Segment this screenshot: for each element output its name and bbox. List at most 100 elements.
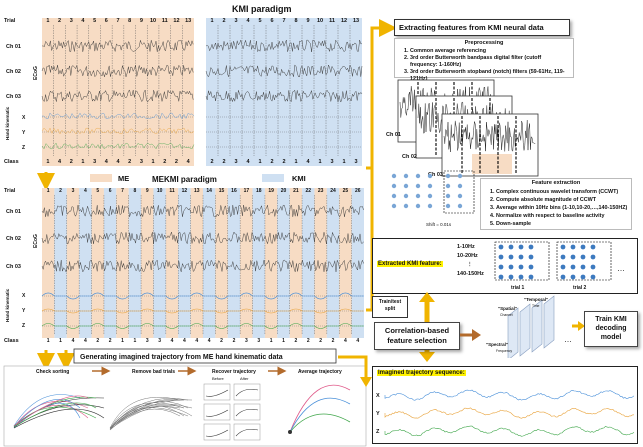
kmi-left-class-num: 1 <box>46 159 49 165</box>
kmi-right-class-num: 3 <box>330 159 333 165</box>
shift-label: Shift = 0.01s <box>426 222 452 227</box>
mekmi-class-num: 2 <box>307 338 310 344</box>
trial1-node <box>528 274 534 280</box>
kmi-right-shade <box>206 18 362 166</box>
kmi-ch2-label: Ch 02 <box>6 69 21 75</box>
kmi-left-trial-num: 10 <box>150 18 156 24</box>
net-node <box>427 203 433 209</box>
mekmi-trial-num: 8 <box>133 188 136 194</box>
trial1-node <box>528 254 534 260</box>
cleaned-arc <box>109 405 185 430</box>
kmi-trial-shade <box>203 188 216 338</box>
mekmi-trial-num: 26 <box>355 188 361 194</box>
net-node <box>445 173 451 179</box>
feature-cubes: "Spatial" "Temporal" "Spectral" Time Cha… <box>486 295 572 358</box>
trial2-node <box>580 264 586 270</box>
mekmi-kin-trace <box>41 323 364 329</box>
fe-step: Normalize with respect to baseline activ… <box>496 212 628 220</box>
cleaned-arc <box>109 397 189 429</box>
net-node <box>403 193 409 199</box>
kmi-right-class-num: 2 <box>222 159 225 165</box>
kmi-right-trial-num: 9 <box>306 18 309 24</box>
kmi-right-class-num: 2 <box>282 159 285 165</box>
me-trial-shade <box>264 188 278 338</box>
cube-spatial: "Spatial" <box>498 306 517 311</box>
mekmi-trial-num: 19 <box>268 188 274 194</box>
trial1-node <box>518 264 524 270</box>
me-trial-shade <box>91 188 104 338</box>
recover-panel <box>203 403 231 421</box>
kmi-right-trial-num: 3 <box>234 18 237 24</box>
kmi-left-trial-num: 3 <box>70 18 73 24</box>
feature-nodes: trial 1 trial 2 … <box>494 241 625 291</box>
sorting-arc <box>13 404 89 429</box>
kmi-left-trial-num: 13 <box>185 18 191 24</box>
imagined-box: Imagined trajectory sequence: X Y Z <box>372 366 638 444</box>
trial1-node <box>498 264 504 270</box>
sorting-arc <box>13 394 81 427</box>
mekmi-trial-label: Trial <box>4 188 16 194</box>
net-node <box>415 203 421 209</box>
mekmi-paradigm-title: MEKMI paradigm <box>152 175 217 184</box>
kmi-left-trial-num: 8 <box>128 18 131 24</box>
mekmi-class-num: 3 <box>146 338 149 344</box>
stack-ch3: Ch 03 <box>428 172 443 178</box>
kmi-right-trial-num: 11 <box>329 18 335 24</box>
recover-trace <box>205 389 229 397</box>
mekmi-class-num: 3 <box>158 338 161 344</box>
mekmi-class-num: 4 <box>84 338 87 344</box>
fe-step: Average within 10Hz bins (1-10,10-20,…,1… <box>496 204 628 212</box>
me-trial-shade <box>141 188 154 338</box>
net-node <box>457 193 463 199</box>
kmi-left-class-num: 3 <box>140 159 143 165</box>
kmi-paradigm-title: KMI paradigm <box>232 4 292 14</box>
kmi-left-ecog-trace <box>41 39 194 52</box>
recover-trace <box>235 388 259 397</box>
net-node <box>427 183 433 189</box>
kmi-trial-shade <box>153 188 166 338</box>
trial2-node <box>590 274 596 280</box>
trial2-node <box>590 264 596 270</box>
pre-step: Common average referencing <box>410 48 570 55</box>
kmi-left-trial-num: 12 <box>173 18 179 24</box>
imagined-trace <box>384 389 635 401</box>
net-node <box>403 173 409 179</box>
average-arc <box>289 397 351 433</box>
preprocessing-steps: Common average referencing 3rd order But… <box>398 48 570 83</box>
kmi-left-class-num: 1 <box>81 159 84 165</box>
kmi-kin-trace <box>41 127 195 135</box>
mekmi-class-num: 2 <box>220 338 223 344</box>
recover-panel <box>203 423 231 441</box>
spectrogram-trace <box>443 120 536 153</box>
mekmi-ch1-label: Ch 01 <box>6 209 21 215</box>
imag-y: Y <box>376 411 380 417</box>
sorting-arc <box>13 399 81 428</box>
arrow-to-cubes <box>460 329 481 341</box>
kmi-left-trial-num: 5 <box>93 18 96 24</box>
mekmi-trial-num: 22 <box>305 188 311 194</box>
kmi-right-class-num: 3 <box>354 159 357 165</box>
trial1-window <box>494 241 550 281</box>
kmi-left-trial-num: 6 <box>105 18 108 24</box>
me-trial-shade <box>314 188 327 338</box>
trial1-node <box>508 264 514 270</box>
mekmi-trial-num: 11 <box>169 188 175 194</box>
kmi-left-class-num: 2 <box>175 159 178 165</box>
kmi-left-class-num: 3 <box>93 159 96 165</box>
mekmi-class-num: 2 <box>294 338 297 344</box>
trial2-node <box>560 264 566 270</box>
kmi-right-class-num: 1 <box>318 159 321 165</box>
kmi-left-class-num: 4 <box>116 159 120 165</box>
mekmi-class-num: 4 <box>356 338 359 344</box>
imag-x: X <box>376 393 380 399</box>
kmi-ecog-label: ECoG <box>33 66 39 80</box>
kmi-left-class-num: 2 <box>70 159 73 165</box>
gen-title-box <box>73 348 337 364</box>
fe-step: Complex continuous wavelet transform (CC… <box>496 188 628 196</box>
cube-frequency: Frequency <box>496 349 512 353</box>
corr-label: Correlation-based feature selection <box>384 326 450 345</box>
stack-ch2: Ch 02 <box>402 154 417 160</box>
kmi-right-ecog-trace <box>205 64 363 78</box>
kmi-ch1-label: Ch 01 <box>6 44 21 50</box>
